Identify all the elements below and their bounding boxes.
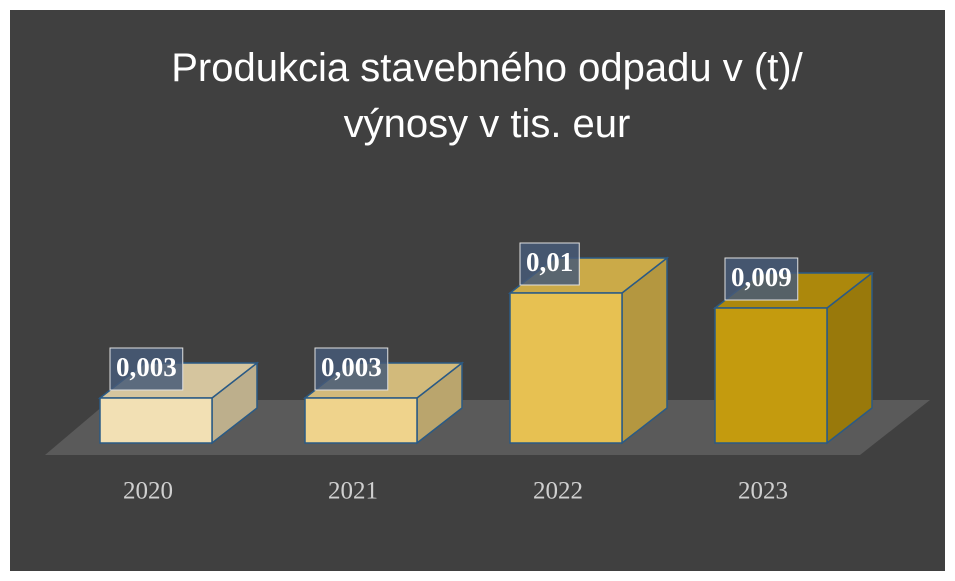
value-label-box [109, 347, 184, 391]
value-label-box [314, 347, 389, 391]
value-label-box [724, 257, 799, 301]
x-tick-label: 2021 [328, 478, 378, 505]
x-tick-label: 2022 [533, 478, 583, 505]
x-tick-label: 2020 [123, 478, 173, 505]
chart-title: Produkcia stavebného odpadu v (t)/ výnos… [171, 46, 803, 146]
x-tick-label: 2023 [738, 478, 788, 505]
value-label: 0,003 [116, 352, 177, 382]
floor [45, 400, 930, 455]
value-label: 0,003 [321, 352, 382, 382]
bar [509, 292, 623, 444]
bar [714, 307, 828, 444]
bar [304, 397, 418, 444]
value-label-box [519, 242, 580, 286]
value-label: 0,009 [731, 262, 792, 292]
value-label: 0,01 [526, 247, 573, 277]
bar [99, 397, 213, 444]
